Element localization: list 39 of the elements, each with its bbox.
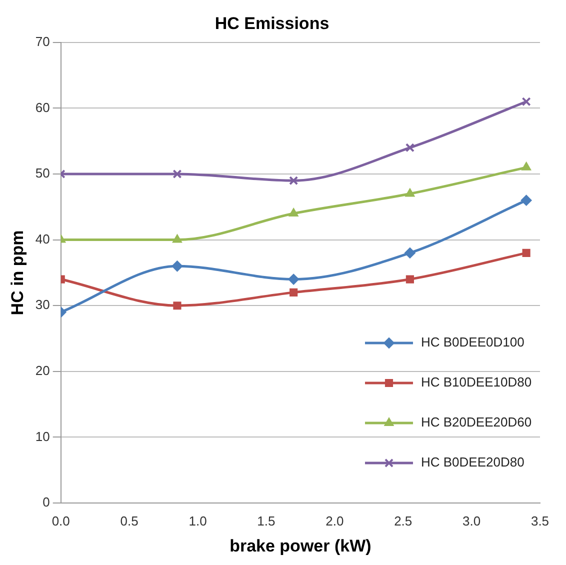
point xyxy=(172,234,182,243)
point xyxy=(406,275,414,284)
y-tick-label: 60 xyxy=(35,100,50,115)
x-tick-label: 2.5 xyxy=(394,513,412,528)
x-tick-label: 2.0 xyxy=(326,513,344,528)
point xyxy=(172,260,183,272)
y-tick-label: 20 xyxy=(35,362,50,378)
y-tick-label: 10 xyxy=(35,428,50,444)
point xyxy=(522,248,530,257)
point xyxy=(405,188,415,197)
x-tick-label: 0.5 xyxy=(120,513,138,528)
point xyxy=(405,143,414,152)
x-tick-label: 3.0 xyxy=(462,513,481,528)
chart-title: HC Emissions xyxy=(214,14,330,33)
y-tick-label: 70 xyxy=(35,34,50,49)
point xyxy=(522,97,531,106)
y-tick-label: 30 xyxy=(35,297,50,312)
point xyxy=(288,208,298,216)
legend-label: HC B0DEE0D100 xyxy=(421,334,524,350)
point xyxy=(521,162,532,170)
legend-label: HC B0DEE20D80 xyxy=(421,454,524,470)
point xyxy=(288,274,300,285)
y-tick-label: 40 xyxy=(35,231,50,246)
legend-label: HC B20DEE20D60 xyxy=(421,414,532,430)
x-tick-label: 0.0 xyxy=(52,513,70,528)
point xyxy=(173,302,182,310)
y-tick-label: 0 xyxy=(42,494,50,510)
point xyxy=(172,169,182,179)
point xyxy=(520,194,532,206)
y-axis-title: HC in ppm xyxy=(8,230,27,316)
y-tick-label: 50 xyxy=(35,166,50,181)
point xyxy=(289,176,298,186)
point xyxy=(404,247,416,258)
x-tick-label: 3.5 xyxy=(530,513,550,528)
point xyxy=(290,288,298,296)
x-axis-title: brake power (kW) xyxy=(230,536,372,556)
x-tick-label: 1.0 xyxy=(188,513,207,528)
legend-label: HC B10DEE10D80 xyxy=(421,374,532,390)
x-tick-label: 1.5 xyxy=(257,513,276,528)
